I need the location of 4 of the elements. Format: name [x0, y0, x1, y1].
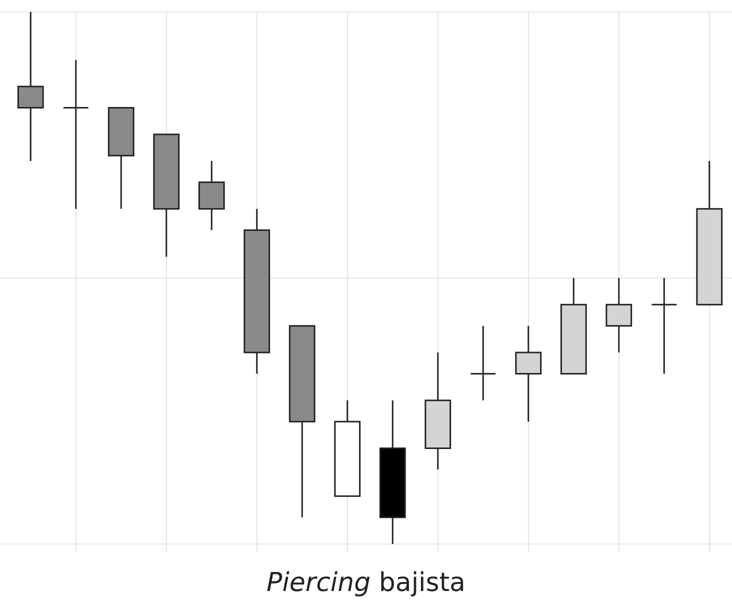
x-axis-title: Piercing bajista	[266, 568, 466, 598]
candlestick	[470, 325, 496, 402]
candlestick	[650, 277, 678, 375]
candlestick	[62, 59, 90, 210]
